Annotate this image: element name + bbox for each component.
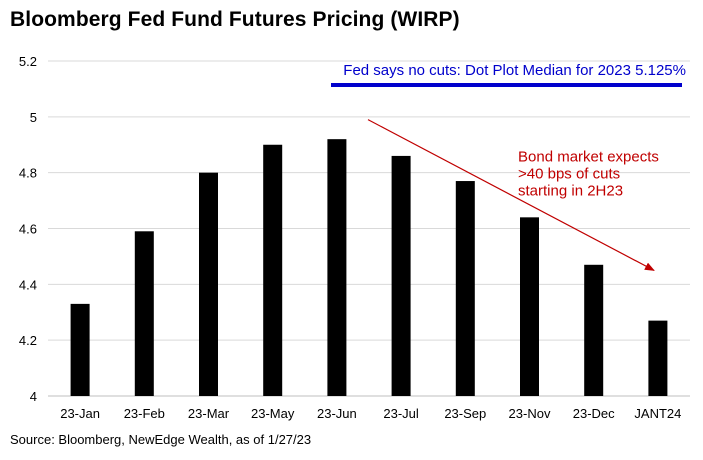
bond-market-annotation: Bond market expects >40 bps of cuts star… (518, 149, 663, 200)
bond-note-line: Bond market expects (518, 149, 659, 166)
x-tick-label: 23-Sep (444, 406, 486, 421)
y-tick-label: 4.2 (19, 333, 37, 348)
bar (648, 320, 668, 396)
x-tick-label: 23-Jun (317, 406, 357, 421)
bond-note-line: starting in 2H23 (518, 183, 623, 200)
bar (520, 217, 539, 396)
x-tick-label: 23-Nov (509, 406, 551, 421)
bar (70, 303, 90, 396)
y-tick-label: 4.6 (19, 222, 37, 237)
trend-arrow (367, 119, 655, 271)
y-tick-label: 4.4 (19, 277, 37, 292)
x-tick-label: 23-May (251, 406, 295, 421)
bond-note-line: >40 bps of cuts (518, 166, 620, 183)
fed-dot-plot-annotation: Fed says no cuts: Dot Plot Median for 20… (343, 62, 686, 79)
x-tick-label: 23-Jul (383, 406, 419, 421)
chart-title: Bloomberg Fed Fund Futures Pricing (WIRP… (10, 8, 460, 31)
x-tick-label: JANT24 (634, 406, 681, 421)
x-tick-label: 23-Feb (124, 406, 165, 421)
bar (263, 144, 283, 396)
bar (327, 139, 347, 396)
bar (391, 155, 411, 396)
y-tick-label: 5.2 (19, 54, 37, 69)
y-tick-label: 4 (30, 389, 37, 404)
y-tick-label: 5 (30, 110, 37, 125)
bar (584, 264, 604, 396)
y-tick-label: 4.8 (19, 166, 37, 181)
source-note: Source: Bloomberg, NewEdge Wealth, as of… (10, 432, 312, 447)
x-tick-label: 23-Dec (573, 406, 615, 421)
x-tick-label: 23-Jan (60, 406, 100, 421)
bar (199, 172, 218, 396)
x-tick-label: 23-Mar (188, 406, 230, 421)
bar (455, 181, 475, 396)
bar (134, 231, 154, 396)
